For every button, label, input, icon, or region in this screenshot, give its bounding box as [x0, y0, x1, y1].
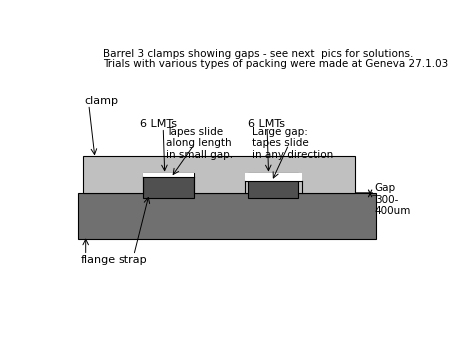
- Text: strap: strap: [118, 255, 147, 265]
- Bar: [248, 173, 298, 198]
- Bar: [83, 156, 355, 193]
- Text: Barrel 3 clamps showing gaps - see next  pics for solutions.: Barrel 3 clamps showing gaps - see next …: [103, 49, 413, 59]
- Text: 6 LMTs: 6 LMTs: [248, 119, 285, 129]
- Text: Large gap:
tapes slide
in any direction: Large gap: tapes slide in any direction: [252, 127, 333, 160]
- Bar: [78, 193, 376, 239]
- Bar: [245, 173, 302, 181]
- Text: 6 LMTs: 6 LMTs: [140, 119, 177, 129]
- Text: Tapes slide
along length
in small gap.: Tapes slide along length in small gap.: [166, 127, 233, 160]
- Text: flange: flange: [81, 255, 116, 265]
- Text: Gap
300-
400um: Gap 300- 400um: [375, 183, 411, 216]
- Text: Trials with various types of packing were made at Geneva 27.1.03: Trials with various types of packing wer…: [103, 59, 448, 69]
- Text: clamp: clamp: [84, 96, 118, 105]
- Bar: [143, 173, 194, 198]
- Bar: [143, 173, 194, 177]
